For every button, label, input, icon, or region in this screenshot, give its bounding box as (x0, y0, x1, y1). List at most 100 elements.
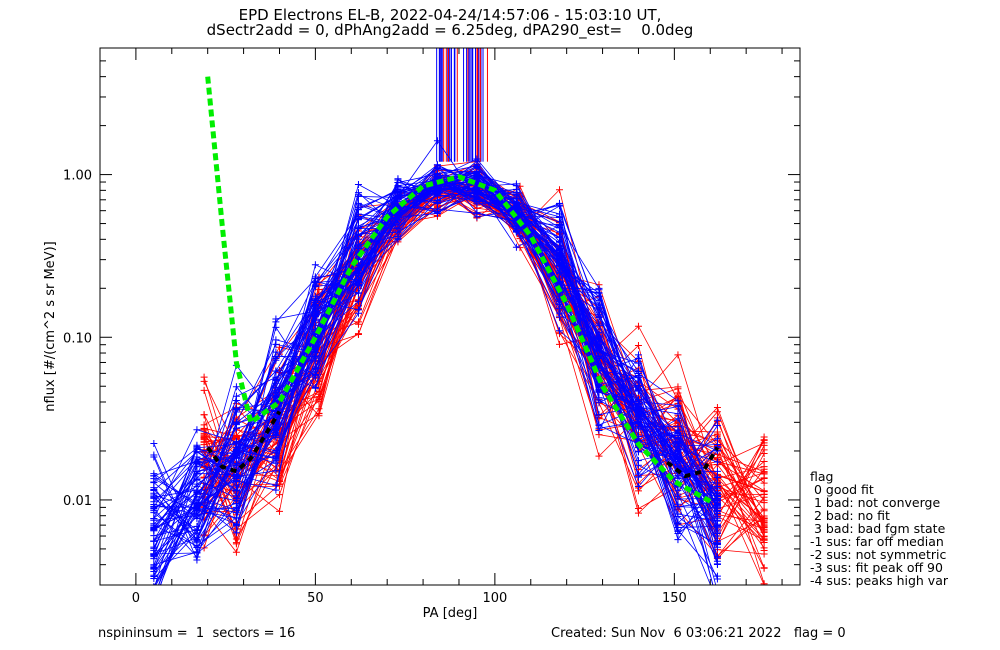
data-point (150, 470, 158, 478)
data-point (473, 187, 481, 195)
flag-legend-item: 1 bad: not converge (810, 495, 941, 510)
data-point (311, 384, 319, 392)
y-axis-label: nflux [#/(cm^2 s sr MeV)] (43, 241, 58, 411)
data-point (315, 395, 323, 403)
data-point (150, 550, 158, 558)
data-point (354, 270, 362, 278)
data-point (150, 598, 157, 605)
data-point (595, 411, 603, 419)
data-point (634, 415, 642, 423)
data-point (595, 427, 603, 435)
data-point (713, 514, 721, 522)
data-point (760, 449, 768, 457)
data-point (674, 351, 682, 359)
data-point (595, 289, 603, 297)
data-point (150, 565, 158, 573)
data-point (760, 544, 768, 552)
data-point (634, 482, 642, 490)
data-point (760, 458, 768, 466)
data-point (354, 192, 362, 200)
flag-legend-item: 0 good fit (810, 482, 874, 497)
x-tick-label: 50 (307, 591, 324, 606)
flag-legend-item: -2 sus: not symmetric (810, 547, 947, 562)
y-tick-label: 1.00 (63, 169, 92, 184)
data-point (232, 447, 240, 455)
data-point (354, 280, 362, 288)
data-point (193, 542, 201, 550)
y-tick-label: 0.10 (63, 331, 92, 346)
data-point (555, 213, 563, 221)
data-point (555, 244, 563, 252)
data-point (232, 471, 240, 479)
data-point (232, 503, 240, 511)
data-point (232, 529, 240, 537)
data-point (193, 448, 201, 456)
data-point (193, 441, 201, 449)
data-point (272, 452, 280, 460)
data-point (760, 564, 768, 572)
data-point (555, 327, 563, 335)
data-point (512, 180, 520, 188)
data-point (150, 494, 158, 502)
data-point (150, 603, 157, 610)
flag-legend-item: -3 sus: fit peak off 90 (810, 560, 943, 575)
flag-legend-item: 2 bad: no fit (810, 508, 890, 523)
data-point (713, 492, 721, 500)
data-point (555, 202, 563, 210)
data-point (311, 261, 319, 269)
data-point (555, 186, 563, 194)
chart-subtitle: dSectr2add = 0, dPhAng2add = 6.25deg, dP… (206, 21, 694, 39)
data-point (232, 491, 240, 499)
data-point (674, 472, 682, 480)
data-point (232, 461, 240, 469)
data-point (394, 224, 402, 232)
data-point (354, 225, 362, 233)
data-point (150, 594, 157, 601)
data-point (232, 396, 240, 404)
data-point (674, 449, 682, 457)
data-point (354, 330, 362, 338)
data-point (232, 405, 240, 413)
data-point (150, 592, 157, 599)
data-point (200, 377, 208, 385)
data-point (714, 600, 721, 607)
data-point (193, 426, 201, 434)
data-point (272, 467, 280, 475)
data-point (713, 458, 721, 466)
data-point (354, 231, 362, 239)
data-point (150, 440, 158, 448)
fit-curve (205, 76, 712, 504)
data-point (272, 336, 280, 344)
data-point (674, 456, 682, 464)
data-point (150, 453, 158, 461)
x-tick-label: 150 (662, 591, 687, 606)
data-point (634, 387, 642, 395)
data-point (272, 315, 280, 323)
data-point (315, 412, 323, 420)
data-point (311, 371, 319, 379)
data-point (760, 525, 768, 533)
data-point (512, 243, 520, 251)
data-point (272, 367, 280, 375)
data-point (232, 520, 240, 528)
data-point (713, 474, 721, 482)
data-point (200, 411, 208, 419)
data-point (272, 323, 280, 331)
data-point (354, 320, 362, 328)
flag-legend-title: flag (810, 469, 834, 484)
data-point (433, 196, 441, 204)
data-point (713, 403, 721, 411)
data-point (634, 509, 642, 517)
data-point (150, 543, 158, 551)
data-point (595, 340, 603, 348)
data-point (394, 232, 402, 240)
data-point (200, 386, 208, 394)
axes-layer: 0 50 100 150 PA [deg] 0.01 0.10 1.00 nflux [#/(c… (43, 47, 801, 621)
data-point (674, 530, 682, 538)
plot-frame (99, 47, 801, 586)
x-tick-label: 100 (482, 591, 507, 606)
data-point (760, 436, 768, 444)
data-point (473, 198, 481, 206)
data-point (193, 457, 201, 465)
